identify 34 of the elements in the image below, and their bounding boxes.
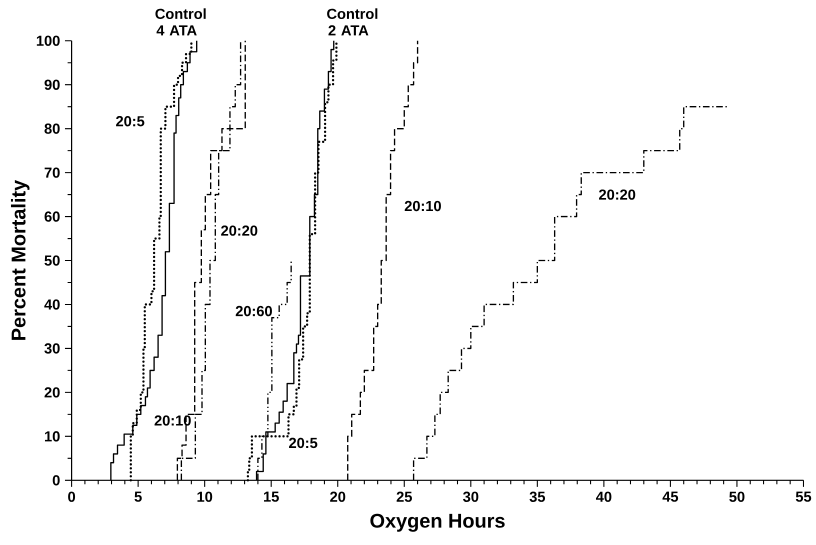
x-tick-label: 30 <box>463 492 478 502</box>
x-tick-label: 0 <box>68 492 76 502</box>
y-tick-label: 100 <box>36 36 60 46</box>
series-label: 20:10 <box>404 200 441 212</box>
y-axis-title: Percent Mortality <box>10 180 30 340</box>
series-label: Control 2 ATA <box>327 8 378 36</box>
y-tick-label: 30 <box>44 343 60 354</box>
x-tick-label: 10 <box>197 492 212 502</box>
y-tick-label: 10 <box>44 431 60 442</box>
x-tick-label: 45 <box>662 492 678 502</box>
x-tick-label: 40 <box>596 492 612 502</box>
series-label: 20:10 <box>154 415 191 426</box>
x-tick-label: 15 <box>264 492 279 502</box>
y-tick-label: 20 <box>44 387 60 398</box>
series-label: 20:60 <box>236 306 272 316</box>
y-tick-label: 80 <box>44 124 60 134</box>
y-tick-label: 40 <box>44 299 60 310</box>
x-tick-label: 5 <box>134 492 142 502</box>
x-tick-label: 20 <box>330 492 346 502</box>
y-tick-label: 90 <box>44 80 60 90</box>
x-tick-label: 55 <box>796 492 812 502</box>
y-tick-label: 70 <box>44 168 60 178</box>
x-axis-title: Oxygen Hours <box>370 514 505 532</box>
series-label: 20:20 <box>221 226 258 236</box>
y-tick-label: 50 <box>44 255 60 266</box>
x-tick-label: 25 <box>396 492 412 502</box>
x-tick-label: 35 <box>530 492 546 502</box>
y-tick-label: 0 <box>52 475 60 486</box>
series-label: 20:5 <box>116 116 144 126</box>
series-label: Control 4 ATA <box>155 8 206 36</box>
y-tick-label: 60 <box>44 211 60 222</box>
series-label: 20:20 <box>599 189 636 200</box>
series-label: 20:5 <box>289 438 318 448</box>
x-tick-label: 50 <box>729 492 744 502</box>
